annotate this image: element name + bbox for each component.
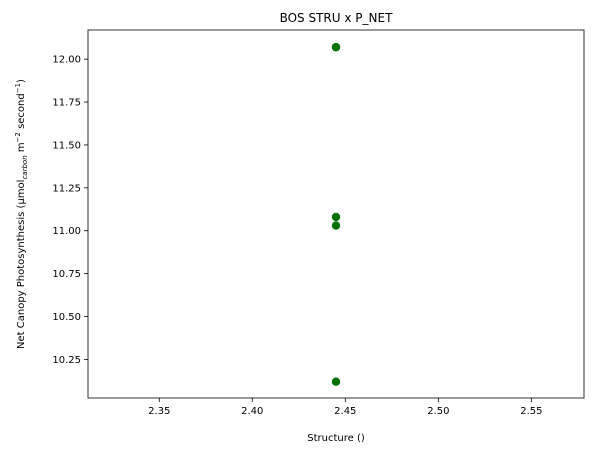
x-axis-ticks: 2.35 2.40 2.45 2.50 2.55 [148,398,542,417]
y-axis-title-sub: carbon [21,155,29,179]
y-tick-label: 11.00 [52,226,81,237]
y-tick-label: 11.25 [52,183,81,194]
y-tick-label: 10.25 [52,355,81,366]
data-point [331,212,341,222]
y-tick-label: 11.50 [52,140,81,151]
x-tick-label: 2.40 [241,406,263,417]
data-point [331,42,341,52]
y-axis-title: Net Canopy Photosynthesis (µmolcarbon m−… [14,79,29,349]
x-tick-label: 2.50 [427,406,449,417]
y-tick-label: 12.00 [52,55,81,66]
y-axis-ticks: 10.25 10.50 10.75 11.00 11.25 11.50 11.75 12.00 [52,55,88,366]
chart-title: BOS STRU x P_NET [280,11,393,25]
data-point [331,221,341,230]
y-tick-label: 10.75 [52,269,81,280]
x-tick-label: 2.55 [520,406,542,417]
y-axis-title-sup2: −1 [14,83,22,93]
y-axis-title-end: ) [16,79,27,83]
data-points [331,42,341,386]
x-axis-title: Structure () [307,433,365,444]
x-tick-label: 2.35 [148,406,170,417]
y-tick-label: 10.50 [52,312,81,323]
y-axis-title-main: Net Canopy Photosynthesis (µmol [16,180,27,349]
y-axis-title-sup1: −2 [14,132,22,142]
data-point [331,377,341,386]
y-tick-label: 11.75 [52,98,81,109]
y-axis-title-mid: m [16,142,27,155]
y-axis-title-mid2: second [16,93,27,132]
x-tick-label: 2.45 [334,406,356,417]
